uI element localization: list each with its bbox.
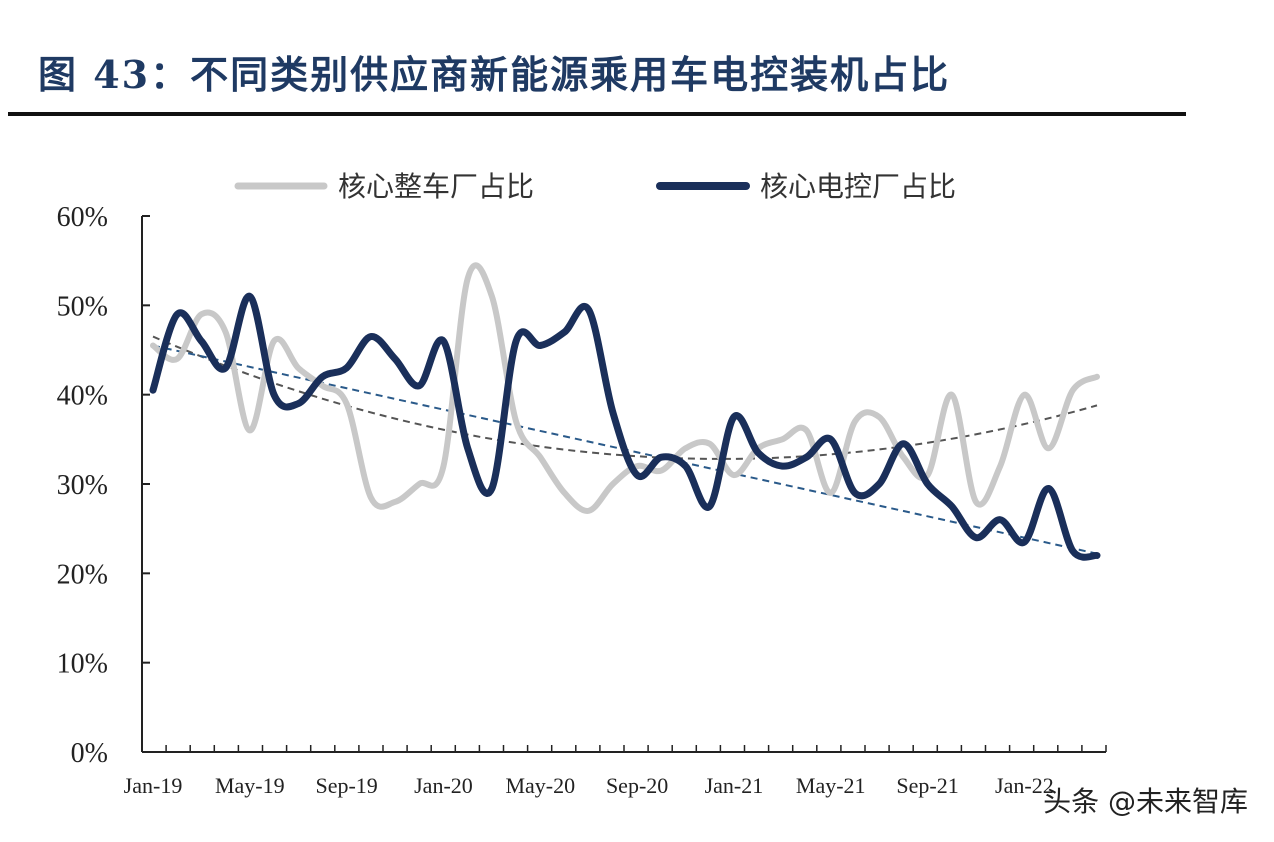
trendline-polynomial <box>152 335 1098 460</box>
y-tick-label: 30% <box>57 470 108 501</box>
x-tick-label: Jan-22 <box>995 773 1054 798</box>
y-tick-label: 50% <box>57 291 108 322</box>
x-tick-label: Jan-20 <box>414 773 473 798</box>
x-tick-label: May-21 <box>796 773 866 798</box>
series-line-oem <box>150 262 1100 514</box>
y-tick-label: 0% <box>71 738 108 769</box>
series-lines <box>149 262 1101 561</box>
y-tick-label: 10% <box>57 649 108 680</box>
y-tick-label: 40% <box>57 381 108 412</box>
legend-label: 核心电控厂占比 <box>760 170 956 203</box>
watermark: 头条 @未来智库 <box>1043 785 1248 818</box>
x-tick-label: Sep-21 <box>896 773 958 798</box>
y-tick-label: 20% <box>57 559 108 590</box>
x-tick-label: Sep-20 <box>606 773 668 798</box>
chart-title: 图 43：不同类别供应商新能源乘用车电控装机占比 <box>38 52 951 97</box>
legend: 核心整车厂占比 核心电控厂占比 <box>234 170 956 203</box>
x-tick-label: May-19 <box>215 773 285 798</box>
y-tick-label: 60% <box>57 202 108 233</box>
title-underline <box>8 112 1186 116</box>
x-tick-label: Sep-19 <box>315 773 377 798</box>
x-tick-label: Jan-19 <box>124 773 183 798</box>
series-line-controller <box>149 292 1101 561</box>
x-tick-label: Jan-21 <box>705 773 764 798</box>
x-tick-label: May-20 <box>505 773 575 798</box>
axes: 0% 10% 20% 30% 40% 50% 60% Jan-19 May-19 Sep-19 Ja… <box>57 202 1107 798</box>
legend-label: 核心整车厂占比 <box>338 170 534 203</box>
